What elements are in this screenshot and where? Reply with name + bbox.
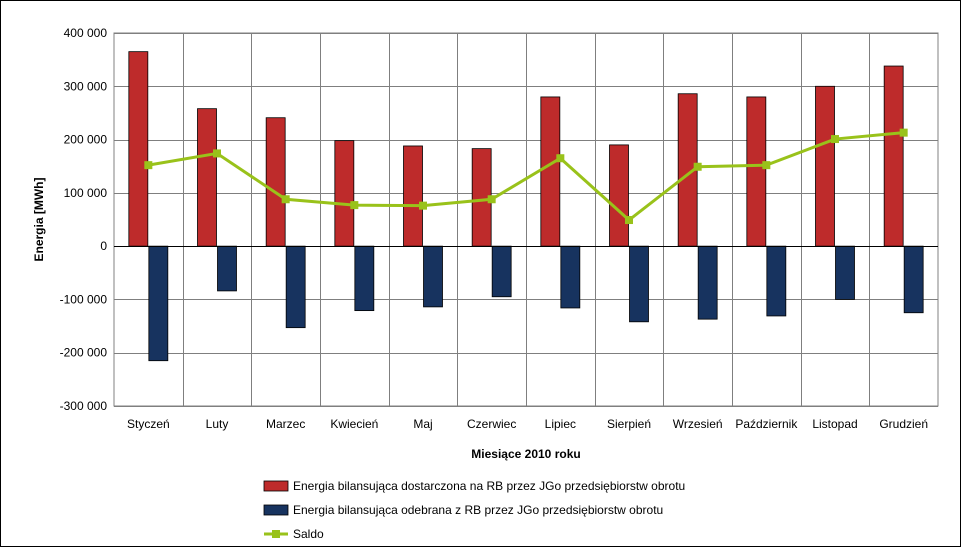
saldo-marker — [693, 162, 702, 171]
saldo-line-group — [144, 128, 908, 225]
legend-label: Energia bilansująca odebrana z RB przez … — [293, 503, 663, 517]
x-tick-label: Maj — [413, 417, 432, 431]
saldo-marker — [899, 128, 908, 137]
bar-received — [903, 245, 924, 314]
legend-swatch — [263, 480, 289, 492]
legend-marker — [272, 530, 280, 538]
x-tick-label: Kwiecień — [330, 417, 378, 431]
x-tick-label: Listopad — [812, 417, 857, 431]
y-tick-label: 200 000 — [64, 133, 108, 147]
bar-supplied — [403, 145, 423, 247]
bar-supplied — [815, 85, 835, 247]
bar-received — [217, 245, 237, 292]
bar-received — [629, 245, 649, 323]
bar-supplied — [540, 96, 561, 247]
saldo-marker — [350, 201, 359, 210]
y-tick-label: 400 000 — [64, 26, 108, 40]
bar-supplied — [128, 51, 149, 247]
saldo-line — [148, 131, 904, 222]
x-axis-title: Miesiące 2010 roku — [471, 447, 580, 461]
legend-swatch — [263, 504, 289, 516]
x-tick-label: Październik — [735, 417, 798, 431]
saldo-marker — [762, 161, 771, 170]
bar-received — [697, 245, 718, 320]
bars-group — [128, 51, 924, 362]
x-tick-label: Wrzesień — [673, 417, 723, 431]
bar-supplied — [883, 65, 904, 247]
x-tick-label: Lipiec — [545, 417, 576, 431]
saldo-marker — [625, 216, 633, 225]
x-tick-label: Luty — [206, 417, 229, 431]
y-tick-label: 300 000 — [64, 79, 108, 93]
bar-supplied — [265, 117, 286, 247]
bar-received — [491, 245, 512, 298]
legend-label: Saldo — [293, 527, 324, 541]
x-tick-label: Sierpień — [607, 417, 651, 431]
x-tick-label: Grudzień — [879, 417, 928, 431]
saldo-marker — [213, 149, 221, 158]
bar-received — [766, 245, 787, 317]
saldo-marker — [419, 201, 427, 210]
x-tick-label: Czerwiec — [467, 417, 516, 431]
saldo-marker — [556, 154, 565, 163]
legend-label: Energia bilansująca dostarczona na RB pr… — [293, 479, 685, 493]
x-tick-label: Marzec — [266, 417, 305, 431]
bar-received — [354, 245, 375, 312]
bar-supplied — [197, 108, 217, 247]
y-tick-label: -100 000 — [60, 292, 108, 306]
saldo-marker — [144, 161, 153, 170]
saldo-marker — [487, 195, 496, 204]
bar-received — [560, 245, 581, 309]
grid-lines — [114, 33, 938, 407]
y-tick-label: 100 000 — [64, 186, 108, 200]
saldo-marker — [831, 135, 839, 144]
bar-received — [835, 245, 855, 300]
saldo-marker — [281, 195, 290, 204]
x-tick-label: Styczeń — [127, 417, 170, 431]
legend: Energia bilansująca dostarczona na RB pr… — [263, 479, 685, 541]
y-tick-labels: 400 000 300 000 200 000 100 000 0 -100 000 -20… — [60, 26, 108, 413]
y-axis-title: Energia [MWh] — [32, 178, 46, 262]
bar-supplied — [746, 96, 767, 247]
bar-supplied — [334, 140, 355, 247]
bar-supplied — [609, 144, 629, 247]
y-tick-label: 0 — [100, 239, 107, 253]
bar-received — [148, 245, 169, 362]
x-tick-labels: Styczeń Luty Marzec Kwiecień Maj Czerwiec Lipi… — [127, 417, 928, 431]
bar-received — [423, 245, 443, 308]
y-tick-label: -200 000 — [60, 346, 108, 360]
bar-received — [285, 245, 306, 329]
y-tick-label: -300 000 — [60, 399, 108, 413]
